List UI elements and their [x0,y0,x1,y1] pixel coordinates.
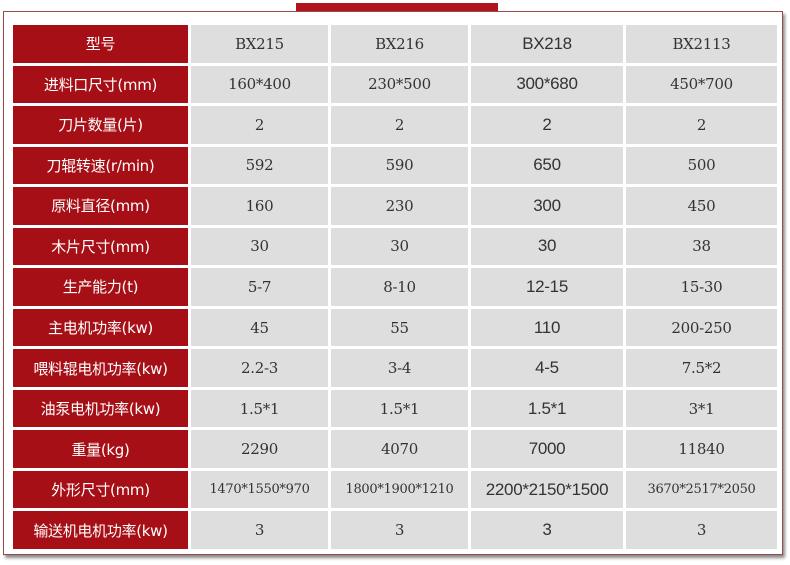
model-header: BX215 [191,25,328,63]
table-cell: 450*700 [626,65,777,104]
row-label: 原料直径(mm) [13,187,188,225]
table-cell: 5-7 [191,268,328,306]
model-header: BX218 [471,25,623,63]
table-cell: 11840 [626,430,777,468]
table-cell: 450 [626,187,777,225]
table-cell: 1800*1900*1210 [331,470,468,509]
table-cell: 590 [331,146,468,185]
row-label: 进料口尺寸(mm) [13,65,188,104]
table-cell: 3670*2517*2050 [626,470,777,509]
table-cell: 3 [331,511,468,549]
table-cell: 30 [331,227,468,266]
model-header: BX2113 [626,25,777,63]
table-cell: 15-30 [626,268,777,306]
table-cell: 1470*1550*970 [191,470,328,509]
table-cell: 300*680 [471,65,623,104]
table-cell: 1.5*1 [471,389,623,428]
table-cell: 160*400 [191,65,328,104]
table-cell: 2290 [191,430,328,468]
spec-table: 型号 BX215 BX216 BX218 BX2113 进料口尺寸(mm) 160… [13,25,777,549]
table-cell: 592 [191,146,328,185]
table-cell: 4070 [331,430,468,468]
row-label: 刀片数量(片) [13,106,188,144]
table-cell: 2 [626,106,777,144]
row-label: 外形尺寸(mm) [13,470,188,509]
table-cell: 45 [191,308,328,347]
table-cell: 650 [471,146,623,185]
table-cell: 2200*2150*1500 [471,470,623,509]
row-label: 生产能力(t) [13,268,188,306]
table-cell: 230*500 [331,65,468,104]
table-cell: 30 [471,227,623,266]
table-cell: 300 [471,187,623,225]
title-accent-bar [296,3,498,13]
table-cell: 4-5 [471,349,623,387]
table-cell: 3*1 [626,389,777,428]
row-label: 主电机功率(kw) [13,308,188,347]
table-cell: 7000 [471,430,623,468]
table-cell: 12-15 [471,268,623,306]
table-cell: 500 [626,146,777,185]
row-label: 油泵电机功率(kw) [13,389,188,428]
table-cell: 230 [331,187,468,225]
table-cell: 55 [331,308,468,347]
table-cell: 1.5*1 [331,389,468,428]
table-cell: 2 [471,106,623,144]
table-cell: 38 [626,227,777,266]
row-label: 输送机电机功率(kw) [13,511,188,549]
table-cell: 30 [191,227,328,266]
table-cell: 110 [471,308,623,347]
table-cell: 1.5*1 [191,389,328,428]
table-cell: 3 [471,511,623,549]
table-cell: 2.2-3 [191,349,328,387]
row-label: 木片尺寸(mm) [13,227,188,266]
row-label: 喂料辊电机功率(kw) [13,349,188,387]
table-cell: 3 [626,511,777,549]
table-cell: 200-250 [626,308,777,347]
table-cell: 2 [191,106,328,144]
table-cell: 8-10 [331,268,468,306]
table-cell: 3-4 [331,349,468,387]
table-cell: 2 [331,106,468,144]
model-header: BX216 [331,25,468,63]
table-cell: 3 [191,511,328,549]
table-cell: 160 [191,187,328,225]
header-label: 型号 [13,25,188,63]
row-label: 刀辊转速(r/min) [13,146,188,185]
row-label: 重量(kg) [13,430,188,468]
table-cell: 7.5*2 [626,349,777,387]
